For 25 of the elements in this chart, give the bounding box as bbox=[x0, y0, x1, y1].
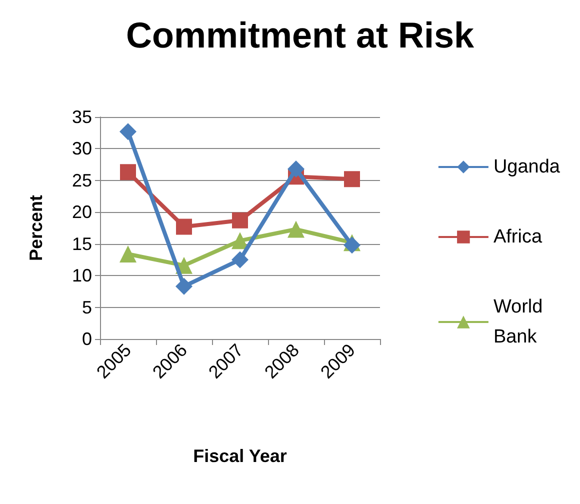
y-tick-label: 5 bbox=[82, 297, 92, 318]
y-tick-label: 25 bbox=[72, 170, 92, 190]
point bbox=[288, 220, 304, 238]
point bbox=[232, 251, 248, 268]
point bbox=[288, 160, 304, 178]
y-tick-label: 35 bbox=[72, 107, 92, 127]
x-axis-title: Fiscal Year bbox=[193, 446, 287, 466]
point bbox=[176, 278, 192, 295]
legend-label: World Bank bbox=[493, 296, 543, 348]
y-tick-label: 10 bbox=[72, 266, 92, 286]
chart-title: Commitment at Risk bbox=[126, 14, 476, 56]
point bbox=[120, 123, 136, 140]
y-tick-label: 30 bbox=[72, 138, 92, 159]
point bbox=[120, 164, 136, 180]
point bbox=[232, 212, 248, 228]
point bbox=[176, 218, 192, 235]
y-tick-label: 0 bbox=[82, 329, 92, 349]
point bbox=[120, 246, 136, 263]
y-tick-label: 15 bbox=[72, 234, 92, 254]
legend-label: Uganda bbox=[493, 156, 560, 178]
legend-label: Africa bbox=[493, 226, 542, 248]
point bbox=[344, 171, 360, 188]
y-tick-label: 20 bbox=[72, 202, 92, 222]
point bbox=[232, 232, 248, 250]
y-axis-title: Percent bbox=[26, 194, 46, 262]
